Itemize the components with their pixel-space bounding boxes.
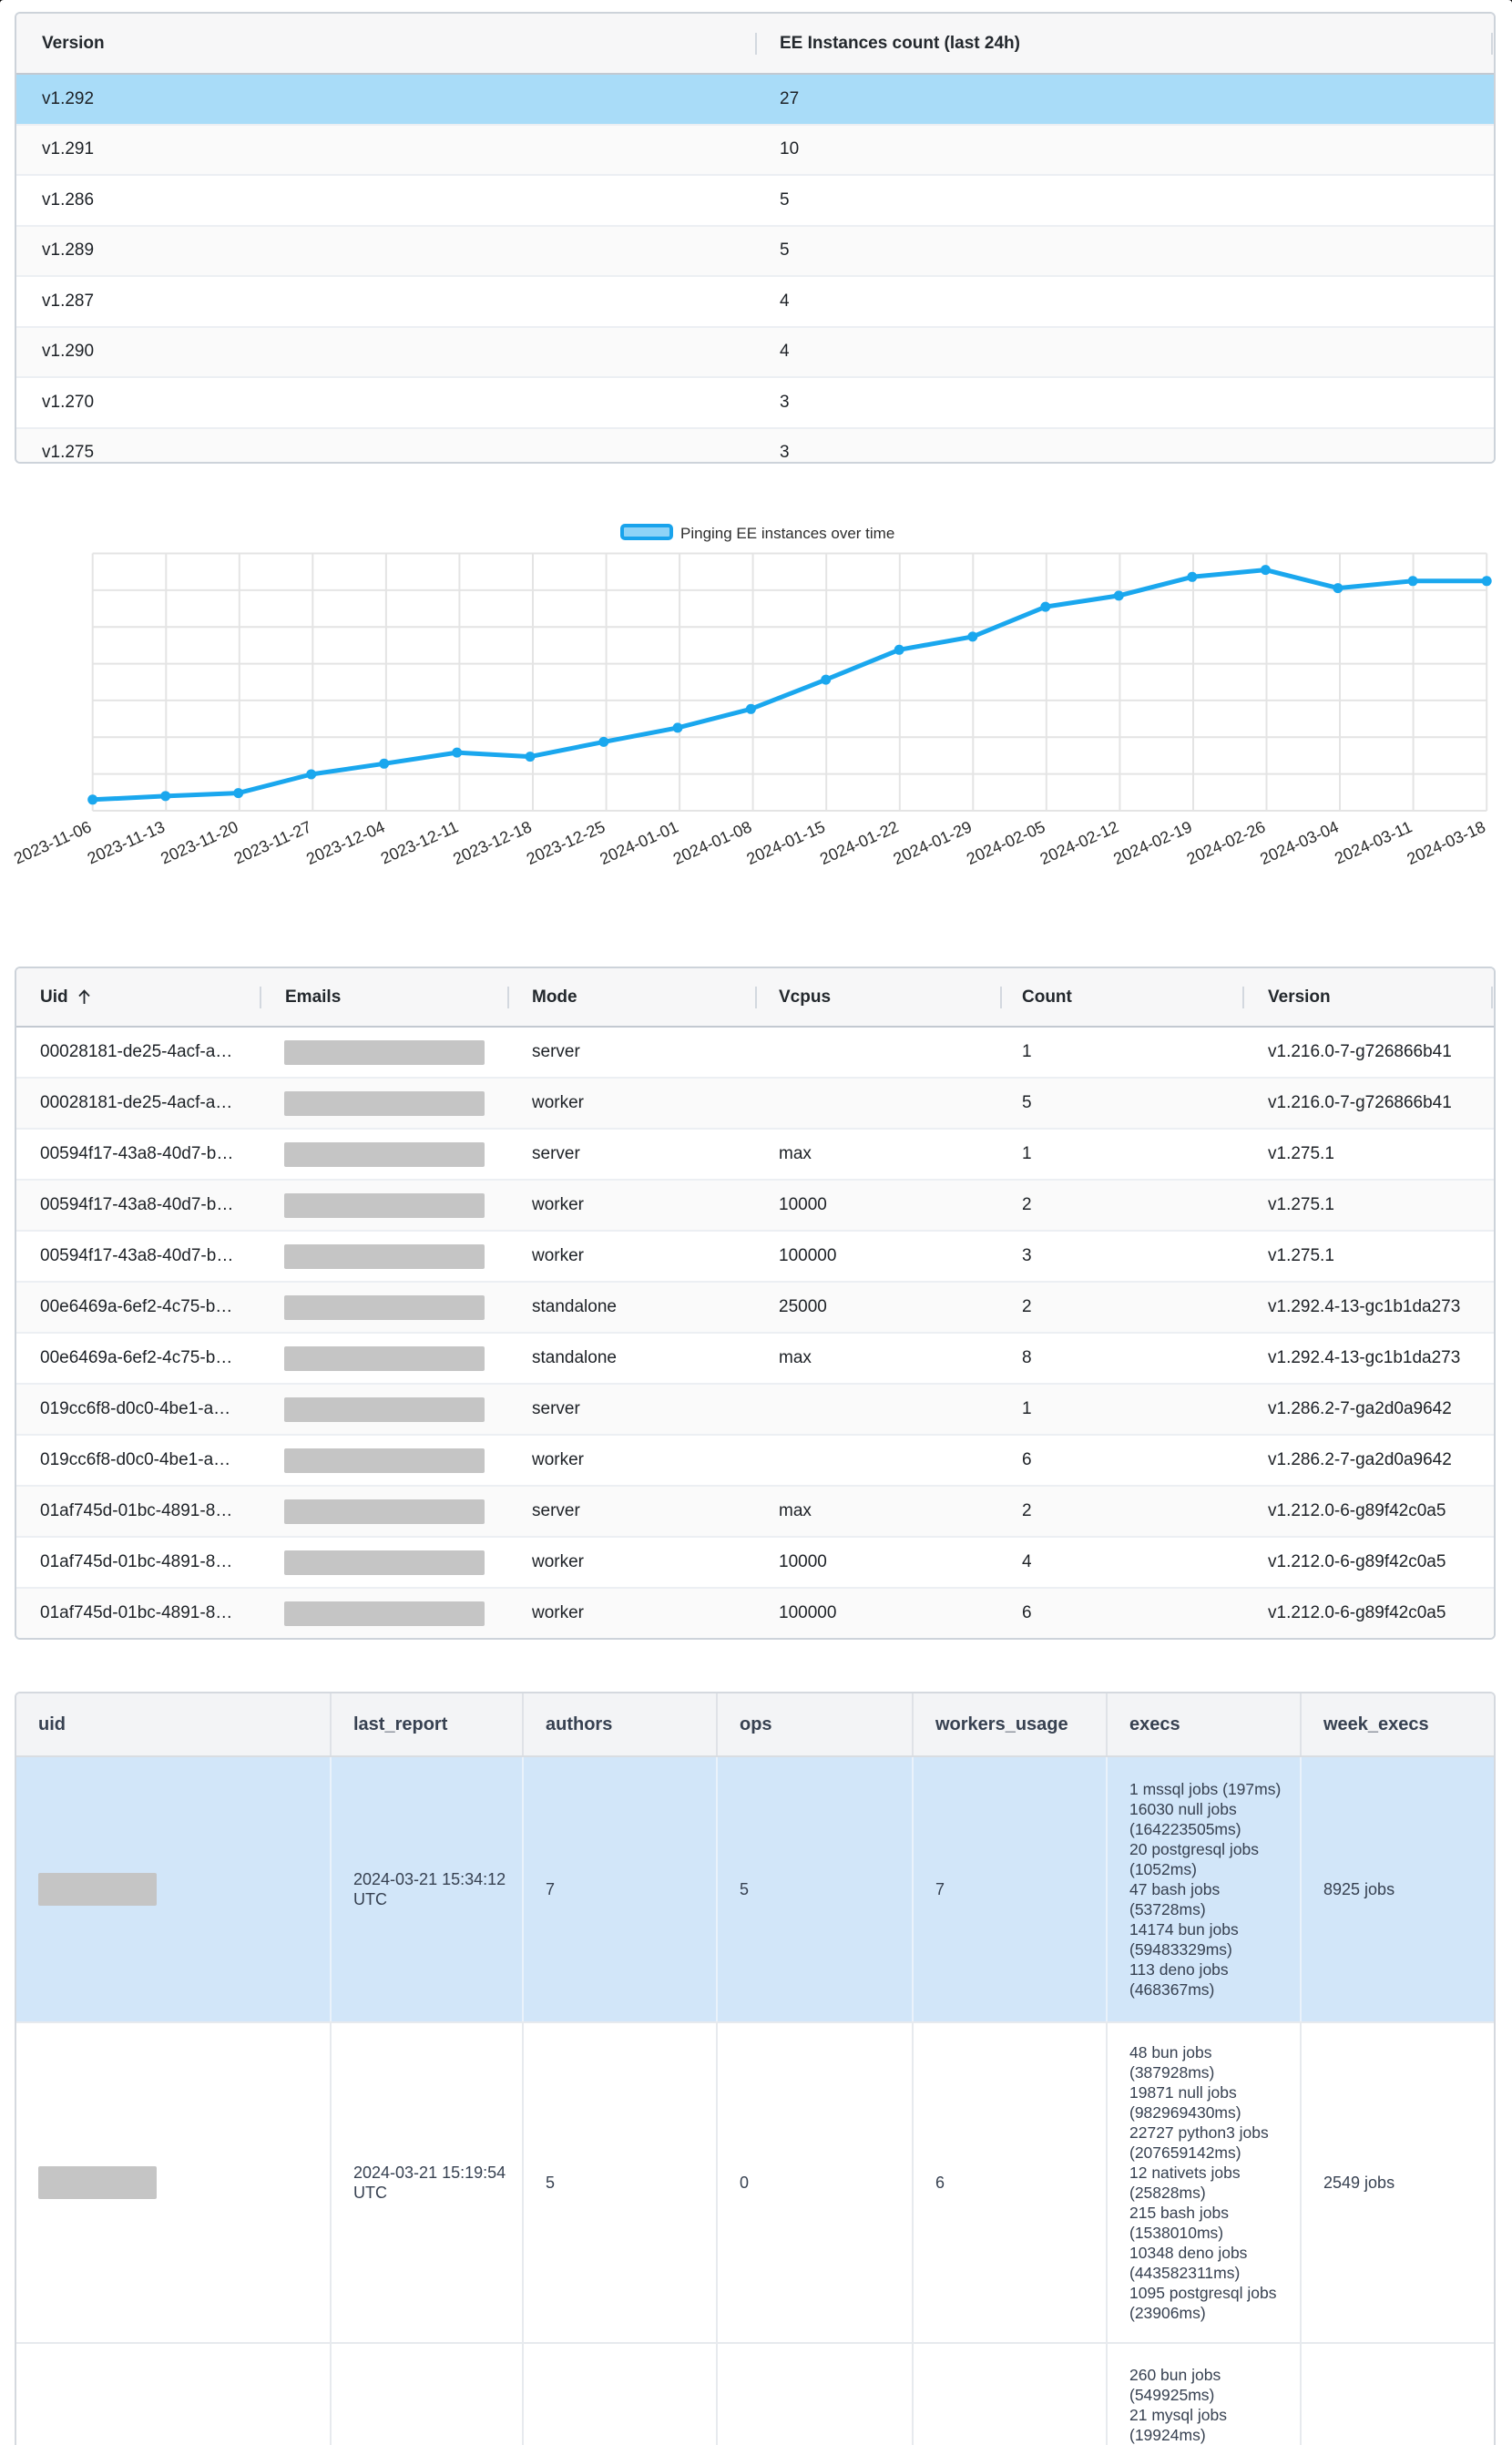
svg-text:2023-12-11: 2023-12-11 <box>378 817 461 867</box>
svg-text:2024-01-29: 2024-01-29 <box>891 817 975 868</box>
svg-text:2024-03-04: 2024-03-04 <box>1257 817 1341 868</box>
svg-text:2024-02-26: 2024-02-26 <box>1184 817 1268 868</box>
svg-text:2024-02-12: 2024-02-12 <box>1037 817 1121 868</box>
svg-text:2024-01-22: 2024-01-22 <box>817 817 901 868</box>
svg-text:2024-01-08: 2024-01-08 <box>670 817 754 868</box>
svg-text:2023-12-18: 2023-12-18 <box>450 817 534 868</box>
svg-text:2023-11-06: 2023-11-06 <box>11 817 94 867</box>
svg-text:2023-12-04: 2023-12-04 <box>303 817 387 868</box>
svg-text:2024-03-18: 2024-03-18 <box>1405 817 1488 868</box>
svg-text:2023-11-27: 2023-11-27 <box>231 817 314 867</box>
svg-text:2023-12-25: 2023-12-25 <box>524 817 608 868</box>
svg-text:2024-02-05: 2024-02-05 <box>964 817 1047 868</box>
svg-text:2024-01-15: 2024-01-15 <box>744 817 828 868</box>
svg-text:2024-02-19: 2024-02-19 <box>1110 817 1194 868</box>
svg-text:2024-03-11: 2024-03-11 <box>1332 817 1415 867</box>
svg-text:2023-11-20: 2023-11-20 <box>158 817 240 867</box>
svg-text:2024-01-01: 2024-01-01 <box>597 817 680 868</box>
svg-text:Pinging EE instances over time: Pinging EE instances over time <box>680 525 894 542</box>
svg-text:2023-11-13: 2023-11-13 <box>85 817 168 867</box>
